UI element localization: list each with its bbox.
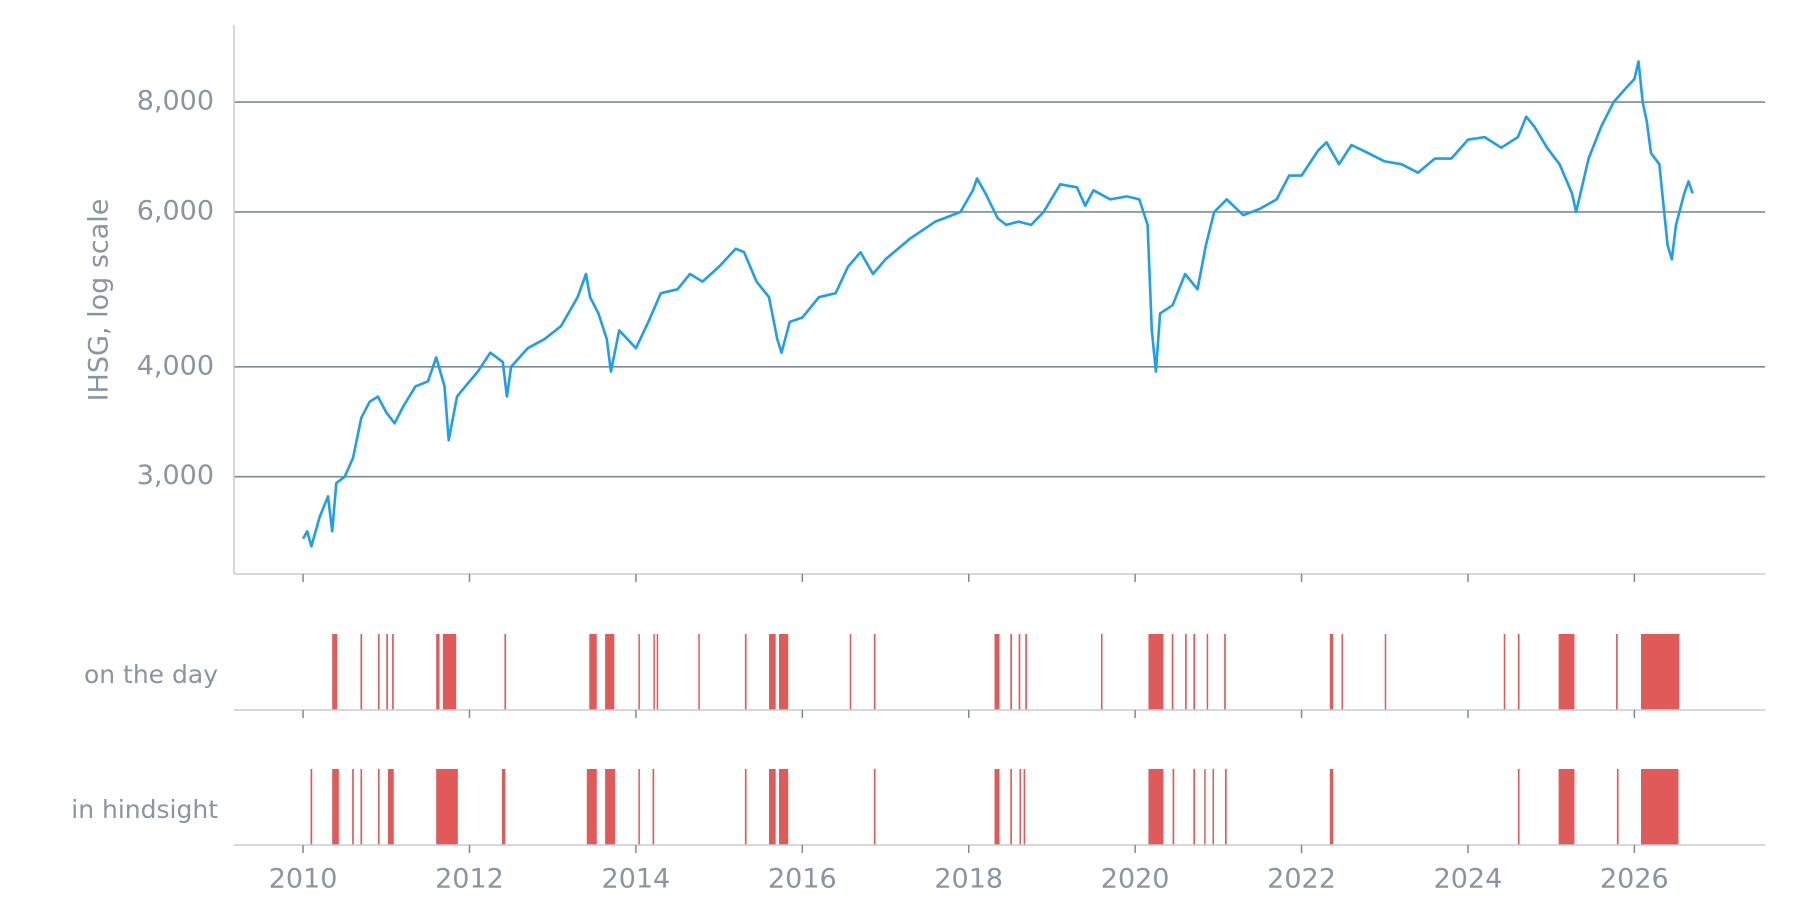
event-span (1019, 769, 1021, 845)
event-span (1384, 634, 1387, 710)
strip-label: in hindsight (71, 795, 218, 824)
x-tick-label: 2018 (934, 864, 1003, 895)
event-span (873, 634, 876, 710)
y-tick-label: 8,000 (137, 86, 214, 117)
event-span (653, 634, 655, 710)
event-span (436, 634, 440, 710)
event-span (656, 634, 659, 710)
event-span (392, 634, 394, 710)
price-line (301, 60, 1694, 548)
event-span (1193, 634, 1196, 710)
x-tick-label: 2012 (435, 864, 504, 895)
event-span (1204, 769, 1206, 845)
event-span (1341, 634, 1343, 710)
event-span (504, 634, 507, 710)
event-span (1641, 634, 1680, 710)
event-span (1172, 769, 1175, 845)
event-span (1616, 634, 1618, 710)
event-span (377, 634, 380, 710)
strip-label: on the day (84, 660, 218, 689)
event-span (360, 769, 363, 845)
event-span (1558, 634, 1575, 710)
event-span (769, 634, 776, 710)
event-span (1503, 634, 1506, 710)
event-span (779, 769, 789, 845)
event-span (1517, 769, 1520, 845)
event-span (332, 769, 339, 845)
y-tick-label: 6,000 (137, 195, 214, 226)
event-span (1010, 634, 1012, 710)
event-span (605, 634, 615, 710)
event-span (1148, 634, 1164, 710)
event-span (386, 634, 388, 710)
event-span (436, 769, 458, 845)
event-span (1025, 634, 1027, 710)
event-span (1616, 769, 1619, 845)
event-span (586, 769, 597, 845)
event-span (360, 634, 363, 710)
event-span (1224, 769, 1227, 845)
event-span (442, 634, 457, 710)
y-tick-label: 4,000 (137, 350, 214, 381)
event-span (1641, 769, 1679, 845)
event-span (769, 769, 776, 845)
event-span (1148, 769, 1164, 845)
event-span (994, 769, 1000, 845)
x-tick-label: 2026 (1600, 864, 1669, 895)
event-span (638, 769, 640, 845)
event-span (1010, 769, 1012, 845)
y-tick-label: 3,000 (137, 460, 214, 491)
event-span (1206, 634, 1209, 710)
event-span (1517, 634, 1520, 710)
event-span (994, 634, 1000, 710)
event-span (698, 634, 700, 710)
event-span (589, 634, 597, 710)
event-span (332, 634, 338, 710)
event-span (652, 769, 655, 845)
event-span (744, 634, 747, 710)
event-span (387, 769, 394, 845)
x-tick-label: 2020 (1101, 864, 1170, 895)
event-span (744, 769, 747, 845)
event-span (849, 634, 852, 710)
event-span (1193, 769, 1196, 845)
event-span (1558, 769, 1575, 845)
event-span (377, 769, 380, 845)
event-span (352, 769, 354, 845)
event-span (1171, 634, 1174, 710)
event-span (1224, 634, 1226, 710)
event-span (779, 634, 789, 710)
y-axis-label: IHSG, log scale (84, 199, 115, 402)
x-tick-label: 2014 (602, 864, 671, 895)
x-tick-label: 2016 (768, 864, 837, 895)
event-span (873, 769, 876, 845)
event-span (638, 634, 640, 710)
x-tick-label: 2022 (1267, 864, 1336, 895)
event-span (1023, 769, 1026, 845)
event-span (1185, 634, 1187, 710)
event-span (501, 769, 506, 845)
x-tick-label: 2024 (1434, 864, 1503, 895)
event-span (1212, 769, 1215, 845)
event-span (1329, 634, 1334, 710)
event-span (310, 769, 313, 845)
event-span (1101, 634, 1103, 710)
event-span (605, 769, 616, 845)
event-span (1018, 634, 1021, 710)
event-span (1329, 769, 1334, 845)
x-tick-label: 2010 (269, 864, 338, 895)
